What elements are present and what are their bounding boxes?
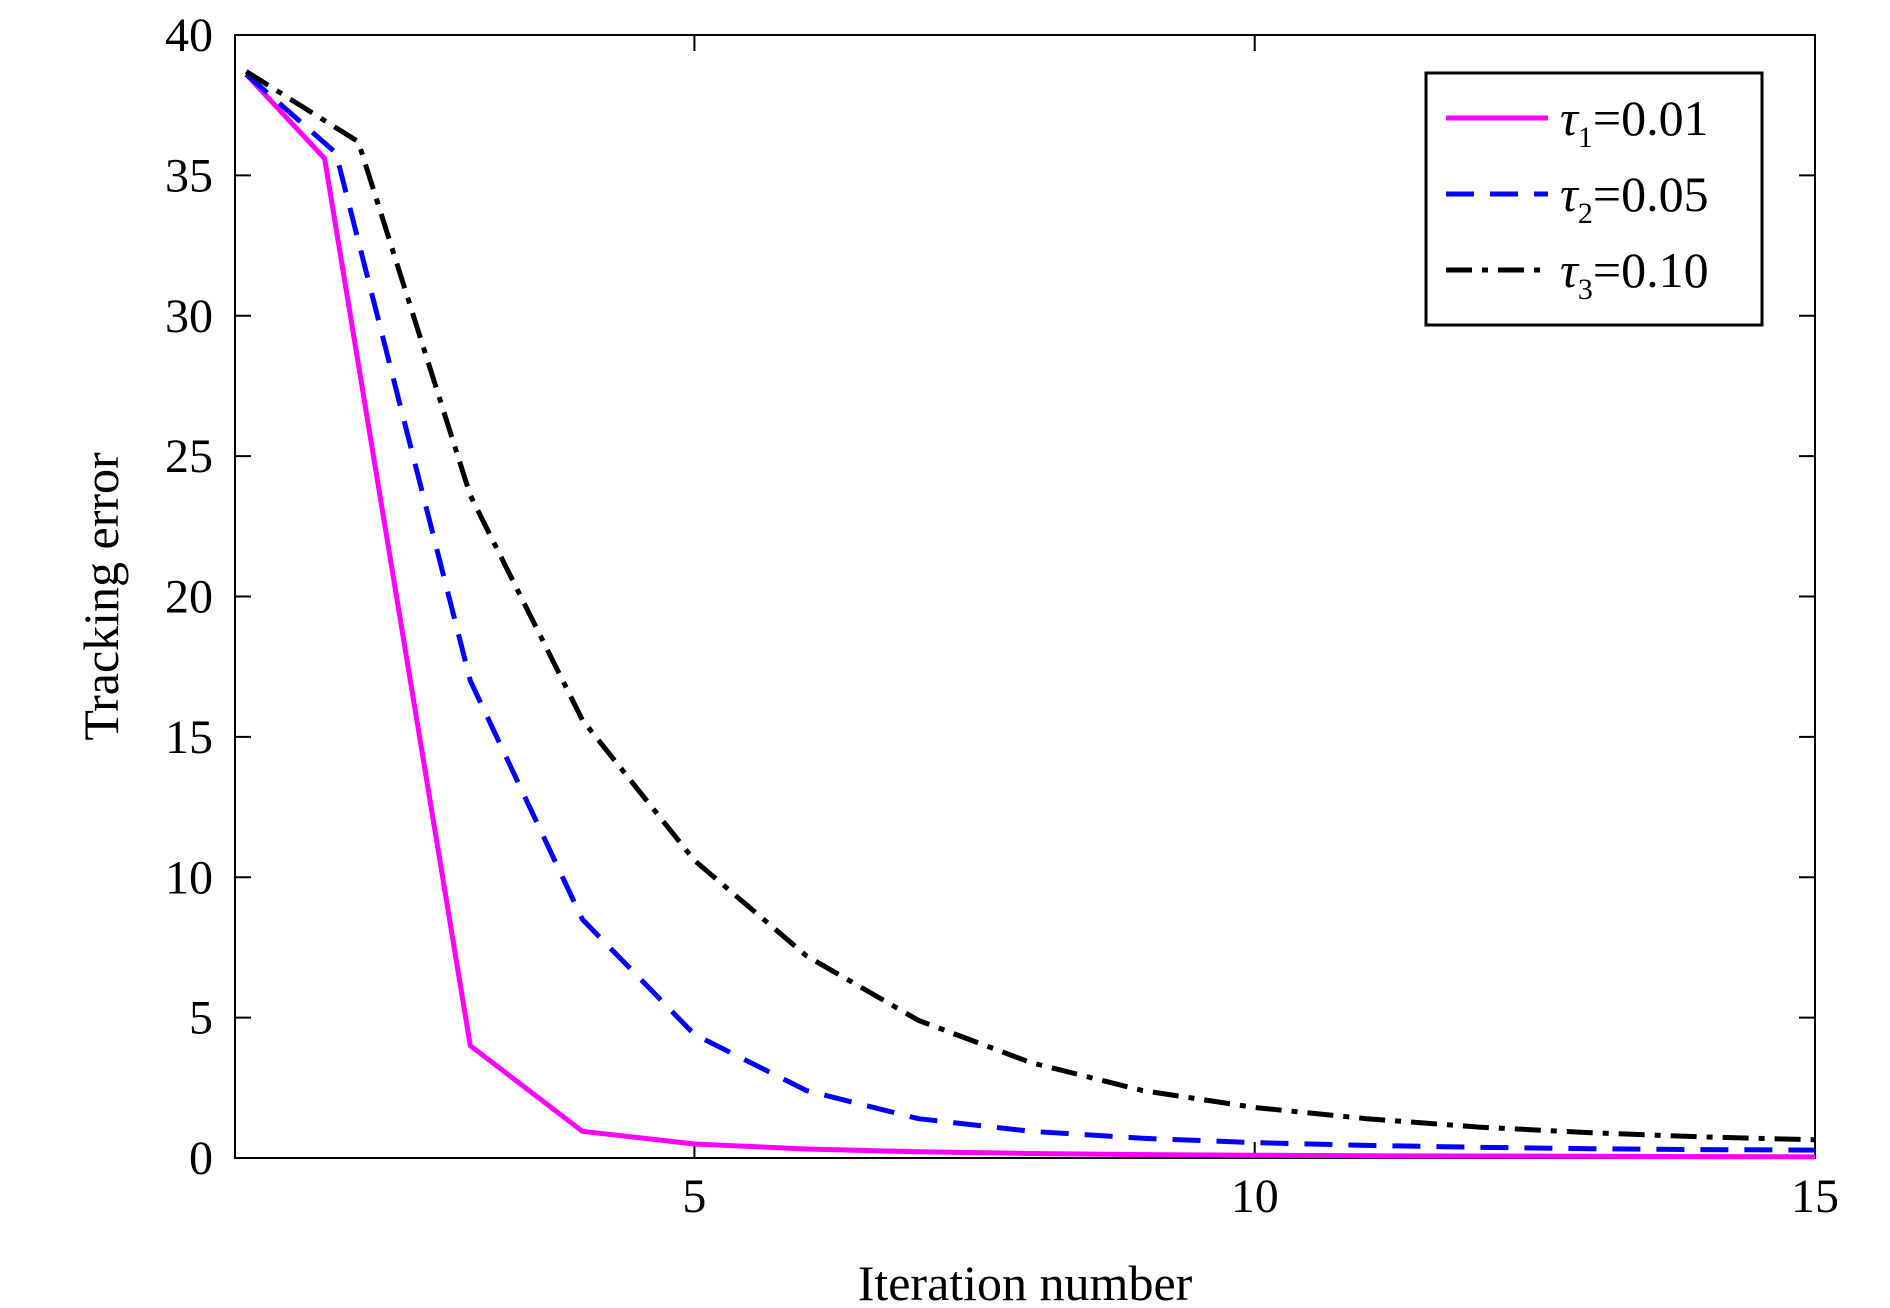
- y-tick-label: 5: [189, 992, 213, 1045]
- legend-label-3: τ3=0.10: [1560, 242, 1709, 306]
- y-tick-label: 25: [165, 430, 213, 483]
- series-line-1: [244, 72, 1816, 1160]
- legend-label-1: τ1=0.01: [1560, 90, 1709, 154]
- y-tick-label: 20: [165, 571, 213, 624]
- y-tick-label: 0: [189, 1132, 213, 1185]
- legend: τ1=0.01 τ2=0.05 τ3=0.10: [1424, 71, 1764, 327]
- x-tick-label: 10: [1231, 1170, 1279, 1223]
- y-tick-label: 30: [165, 290, 213, 343]
- y-tick-label: 40: [165, 9, 213, 62]
- x-tick-label: 15: [1791, 1170, 1839, 1223]
- y-axis-label: Tracking error: [73, 452, 129, 741]
- series-lines: [244, 69, 1816, 1160]
- legend-box: [1424, 71, 1764, 327]
- x-axis-label: Iteration number: [858, 1255, 1193, 1308]
- y-tick-label: 15: [165, 711, 213, 764]
- series-line-3: [244, 69, 1816, 1143]
- y-tick-label: 10: [165, 851, 213, 904]
- series-line-2: [244, 72, 1816, 1153]
- axis-ticks: 5 10 15 0 5 10 15 20 25 30 35 40: [165, 9, 1839, 1223]
- x-tick-label: 5: [682, 1170, 706, 1223]
- y-tick-label: 35: [165, 149, 213, 202]
- legend-label-2: τ2=0.05: [1560, 166, 1709, 230]
